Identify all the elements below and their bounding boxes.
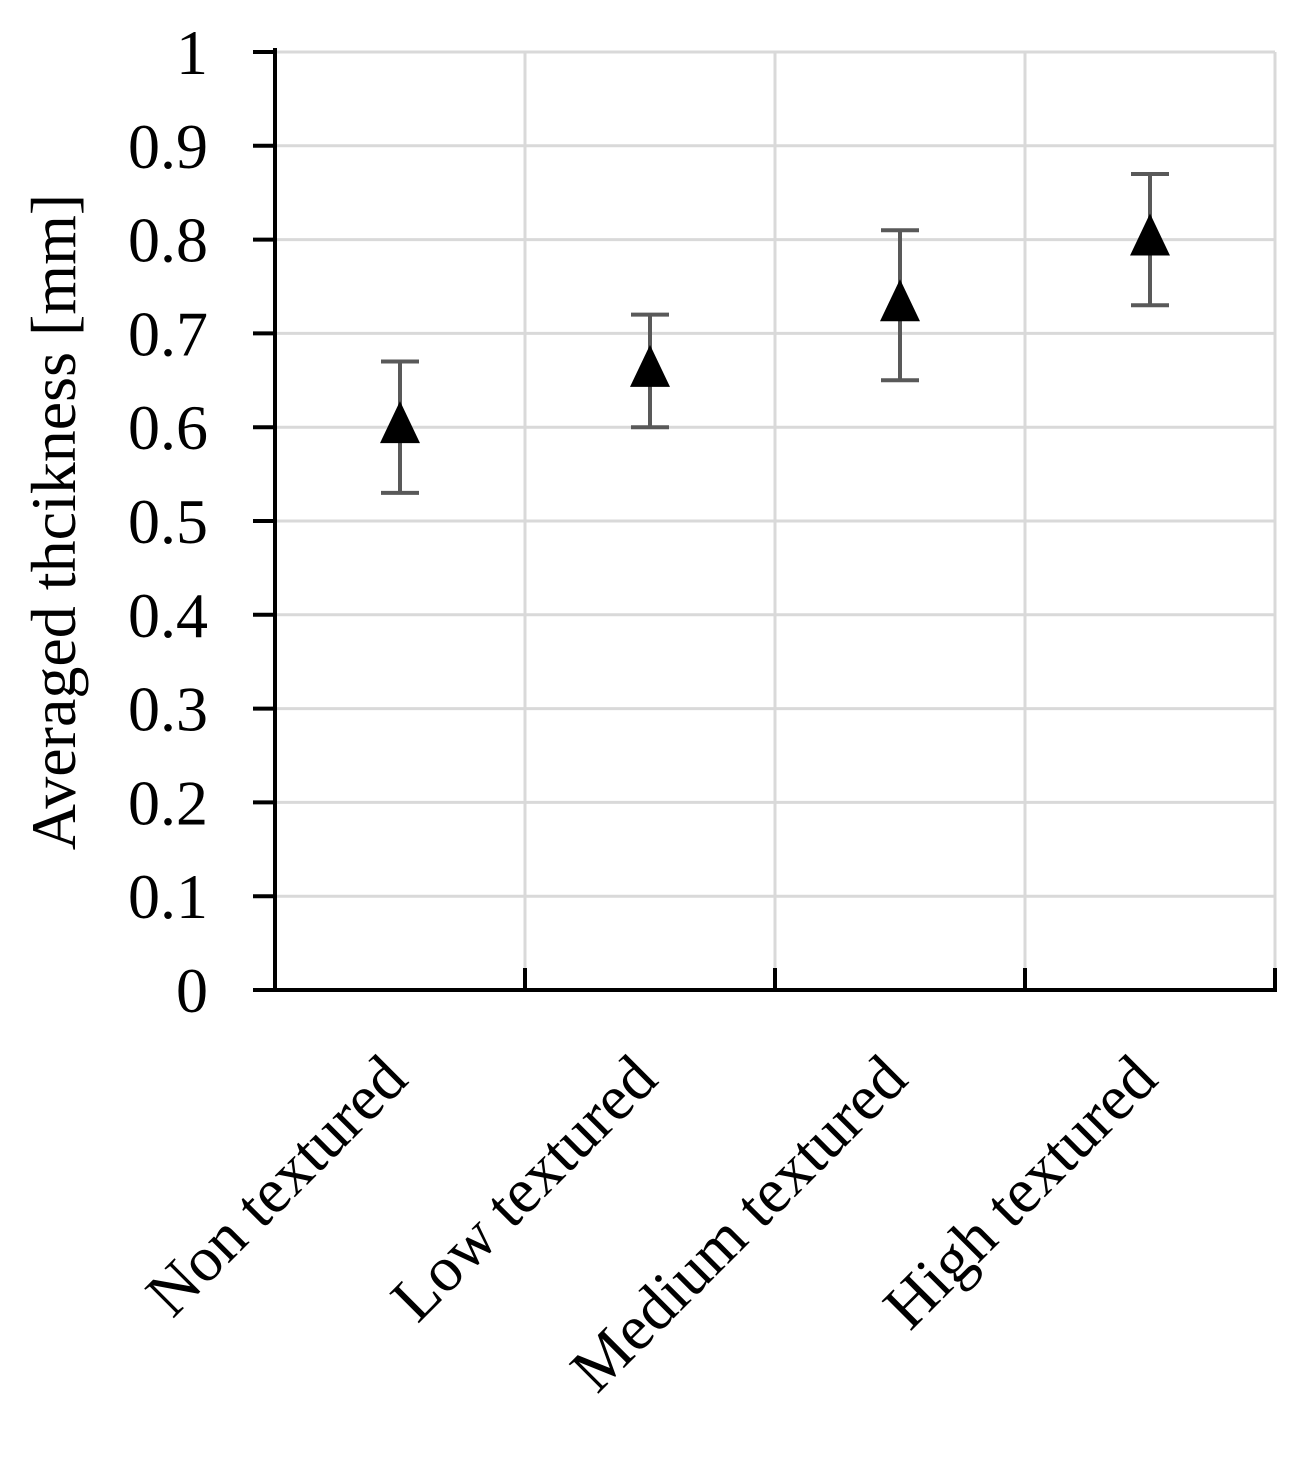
data-point-triangle <box>1130 213 1170 256</box>
y-tick-label: 0.4 <box>128 580 208 651</box>
axes <box>253 48 1277 992</box>
y-tick-label: 0.3 <box>128 674 208 745</box>
y-tick-label: 0.2 <box>128 767 208 838</box>
data-point-triangle <box>880 279 920 322</box>
y-tick-label: 0.6 <box>128 392 208 463</box>
y-tick-label: 0 <box>176 955 208 1026</box>
y-tick-label: 0.5 <box>128 486 208 557</box>
y-tick-label: 0.1 <box>128 861 208 932</box>
y-tick-label: 0.7 <box>128 298 208 369</box>
grid <box>275 50 1277 990</box>
data-points <box>380 213 1170 444</box>
x-category-label: Non textured <box>132 1042 420 1330</box>
data-point-triangle <box>630 344 670 387</box>
y-tick-label: 0.9 <box>128 111 208 182</box>
y-tick-label: 1 <box>176 17 208 88</box>
y-tick-label: 0.8 <box>128 205 208 276</box>
data-point-triangle <box>380 401 420 444</box>
y-tick-labels: 0 0.1 0.2 0.3 0.4 0.5 0.6 0.7 0.8 0.9 1 <box>128 17 208 1026</box>
y-axis-title: Averaged thcikness [mm] <box>18 194 89 850</box>
